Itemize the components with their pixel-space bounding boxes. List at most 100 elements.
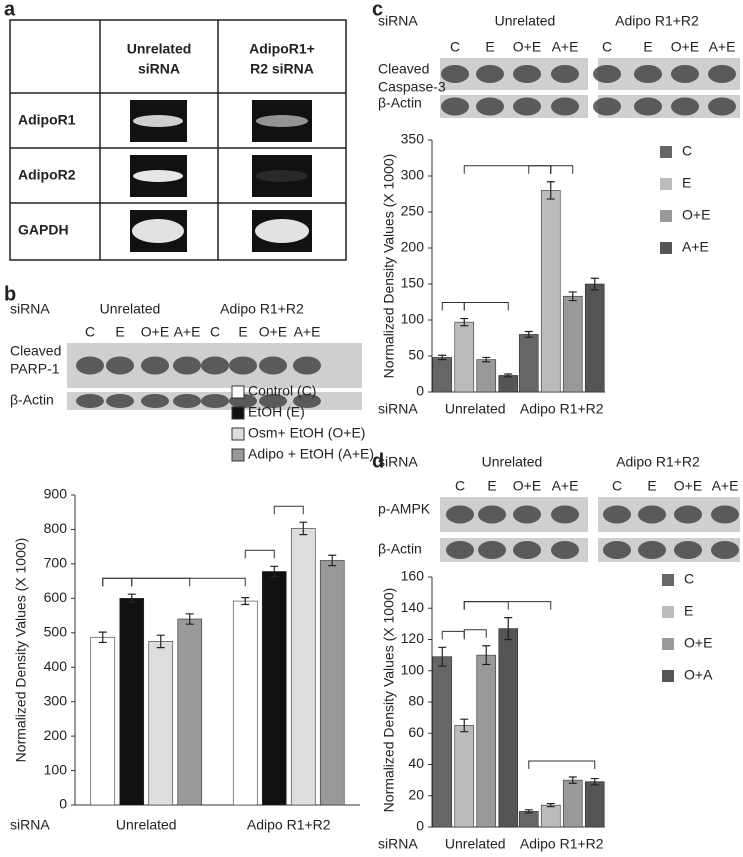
- column-header: Unrelated: [127, 41, 192, 57]
- y-tick-label: 200: [44, 727, 68, 743]
- column-header: R2 siRNA: [250, 61, 314, 77]
- blot-band: [551, 541, 579, 559]
- error-bar: [460, 718, 469, 733]
- x-tick-label: Adipo R1+R2: [247, 817, 331, 833]
- error-bar: [299, 521, 308, 536]
- blot-band: [513, 97, 541, 116]
- error-bar: [504, 617, 513, 641]
- bar: [119, 598, 145, 806]
- blot-band: [638, 541, 666, 559]
- y-tick-label: 400: [44, 658, 68, 674]
- blot-band: [441, 65, 469, 83]
- panel-label: a: [4, 0, 16, 20]
- column-header: siRNA: [138, 61, 180, 77]
- error-bar: [156, 634, 165, 649]
- blot-band: [634, 65, 662, 83]
- y-tick-label: 200: [401, 239, 425, 255]
- blot-band: [671, 97, 699, 116]
- legend-label: EtOH (E): [248, 404, 305, 420]
- blot-sirna-label: siRNA: [378, 13, 418, 29]
- blot-band: [229, 356, 257, 375]
- blot-band: [201, 394, 229, 408]
- y-axis-title: Normalized Density Values (X 1000): [13, 538, 29, 763]
- significance-bracket: [463, 629, 487, 638]
- bar: [261, 571, 287, 806]
- y-tick-label: 50: [408, 347, 424, 363]
- blot-band: [141, 394, 169, 408]
- legend-swatch: [660, 146, 672, 158]
- legend-swatch: [660, 210, 672, 222]
- lane-label: C: [85, 324, 95, 340]
- legend-label: O+E: [684, 635, 712, 651]
- lane-label: O+E: [674, 478, 702, 494]
- lane-label: E: [487, 478, 496, 494]
- blot-strip: [598, 95, 740, 118]
- legend-swatch: [660, 242, 672, 254]
- blot-band: [593, 65, 621, 83]
- legend-label: E: [684, 603, 693, 619]
- legend-label: C: [682, 143, 692, 159]
- blot-band: [674, 541, 702, 559]
- error-bar: [328, 554, 337, 567]
- significance-bracket: [441, 302, 465, 311]
- blot-band: [141, 356, 169, 375]
- column-header: AdipoR1+: [249, 41, 315, 57]
- blot-band: [476, 65, 504, 83]
- lane-label: A+E: [552, 478, 579, 494]
- blot-band: [708, 65, 736, 83]
- blot-band: [671, 65, 699, 83]
- lane-label: C: [210, 324, 220, 340]
- y-tick-label: 20: [408, 786, 424, 802]
- bar: [454, 725, 475, 828]
- blot-band: [711, 541, 739, 559]
- lane-label: C: [455, 478, 465, 494]
- error-bar: [98, 631, 107, 644]
- y-tick-label: 60: [408, 724, 424, 740]
- lane-label: E: [238, 324, 247, 340]
- bar: [518, 334, 539, 393]
- blot-row-label: PARP-1: [10, 361, 60, 377]
- lane-label: C: [450, 39, 460, 55]
- blot-band: [446, 505, 474, 524]
- blot-row-label: Caspase-3: [378, 79, 446, 95]
- significance-bracket: [528, 165, 552, 174]
- y-tick-label: 250: [401, 203, 425, 219]
- row-header: AdipoR2: [18, 167, 76, 183]
- y-tick-label: 40: [408, 755, 424, 771]
- blot-band: [293, 356, 321, 375]
- blot-row-label: Cleaved: [378, 61, 429, 77]
- significance-bracket: [550, 165, 574, 174]
- blot-row-label: β-Actin: [10, 392, 54, 408]
- lane-label: A+E: [294, 324, 321, 340]
- blot-band: [513, 65, 541, 83]
- blot-band: [634, 97, 662, 116]
- lane-label: C: [612, 478, 622, 494]
- panel-label: c: [372, 0, 383, 20]
- blot-band: [551, 65, 579, 83]
- blot-band: [551, 97, 579, 116]
- legend-label: O+A: [684, 667, 713, 683]
- error-bar: [504, 373, 513, 378]
- lane-label: E: [647, 478, 656, 494]
- bar: [584, 781, 605, 828]
- panel-a: a Unrelated siRNA AdipoR1+ R2 siRNA Adip…: [4, 0, 347, 261]
- blot-band: [603, 505, 631, 524]
- bar: [562, 295, 583, 393]
- bar: [432, 656, 453, 828]
- x-axis-title: siRNA: [378, 401, 418, 417]
- significance-bracket: [463, 601, 509, 610]
- lane-label: O+E: [141, 324, 169, 340]
- error-bar: [127, 593, 136, 604]
- blot-band: [551, 505, 579, 524]
- error-bar: [482, 356, 491, 363]
- blot-row-label: Cleaved: [10, 343, 61, 359]
- y-tick-label: 900: [44, 486, 68, 502]
- legend-label: Osm+ EtOH (O+E): [248, 425, 365, 441]
- lane-label: A+E: [552, 39, 579, 55]
- lane-label: O+E: [259, 324, 287, 340]
- row-header: AdipoR1: [18, 112, 76, 128]
- blot-band: [603, 541, 631, 559]
- legend-swatch: [231, 427, 245, 441]
